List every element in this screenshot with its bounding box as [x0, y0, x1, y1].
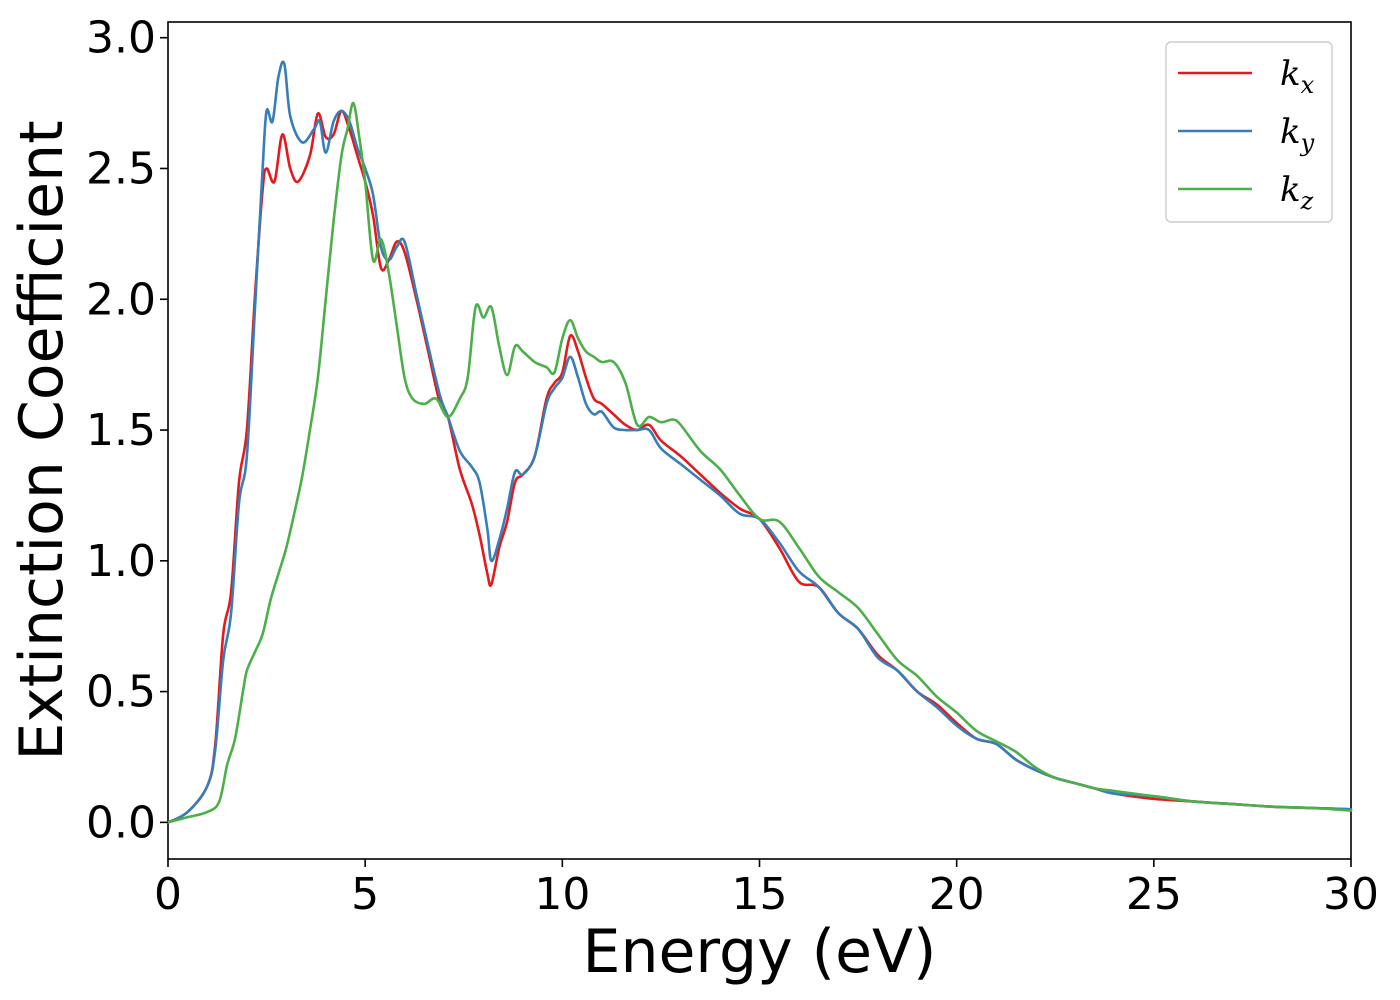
x-axis-ticks: 0 5 10 15 20 25 30	[154, 859, 1379, 920]
y-tick-label: 0.0	[86, 797, 156, 848]
x-tick-label: 30	[1323, 869, 1379, 920]
x-tick-label: 20	[929, 869, 985, 920]
y-axis-ticks: 0.0 0.5 1.0 1.5 2.0 2.5 3.0	[86, 13, 168, 848]
series-group	[166, 60, 1353, 824]
x-tick-label: 0	[154, 869, 182, 920]
y-tick-label: 0.5	[86, 667, 156, 718]
y-tick-label: 1.0	[86, 536, 156, 587]
legend-label-ky: ky	[1280, 112, 1315, 157]
series-line-ky	[166, 60, 1353, 824]
x-tick-label: 15	[732, 869, 788, 920]
x-tick-label: 5	[351, 869, 379, 920]
y-tick-label: 1.5	[86, 405, 156, 456]
x-tick-label: 10	[534, 869, 590, 920]
y-axis-label: Extinction Coefficient	[7, 120, 77, 760]
y-tick-label: 2.5	[86, 143, 156, 194]
legend: kx ky kz	[1165, 41, 1333, 223]
x-axis-label: Energy (eV)	[583, 917, 937, 987]
series-line-kz	[166, 101, 1353, 824]
y-tick-label: 2.0	[86, 274, 156, 325]
y-tick-label: 3.0	[86, 13, 156, 64]
legend-label-kz: kz	[1280, 170, 1314, 215]
legend-label-kx: kx	[1280, 54, 1315, 99]
x-tick-label: 25	[1126, 869, 1182, 920]
